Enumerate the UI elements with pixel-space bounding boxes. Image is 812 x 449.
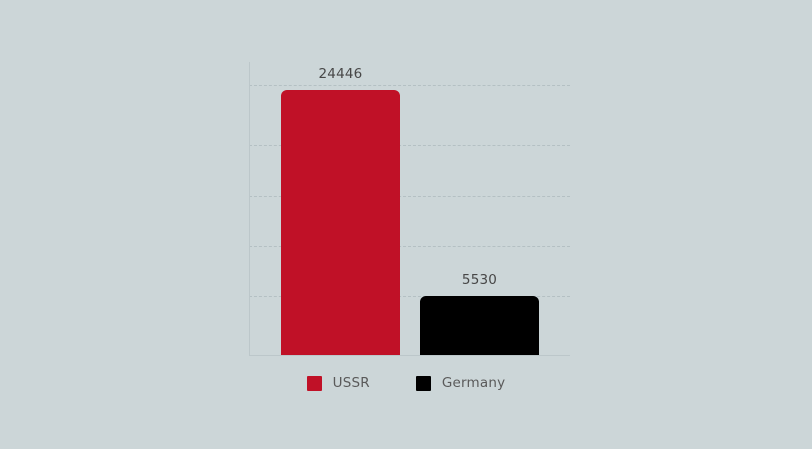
legend-item-germany[interactable]: Germany (415, 375, 506, 391)
legend-label-ussr: USSR (332, 375, 370, 391)
gridline-5 (249, 296, 570, 297)
legend-swatch-icon-ussr (306, 375, 322, 391)
bar-ussr[interactable] (281, 90, 400, 355)
plot-area: 24446 5530 (249, 62, 570, 356)
gridline-4 (249, 246, 570, 247)
legend-label-germany: Germany (441, 375, 506, 391)
bar-value-label-ussr: 24446 (318, 66, 363, 82)
gridline-1 (249, 85, 570, 86)
chart-legend: USSR Germany (0, 375, 812, 391)
x-axis-line (249, 355, 570, 356)
bar-value-label-germany: 5530 (461, 272, 498, 288)
legend-item-ussr[interactable]: USSR (306, 375, 370, 391)
y-axis-line (249, 62, 250, 355)
gridline-2 (249, 145, 570, 146)
gridline-3 (249, 196, 570, 197)
bar-germany[interactable] (420, 296, 539, 355)
legend-swatch-icon-germany (415, 375, 431, 391)
